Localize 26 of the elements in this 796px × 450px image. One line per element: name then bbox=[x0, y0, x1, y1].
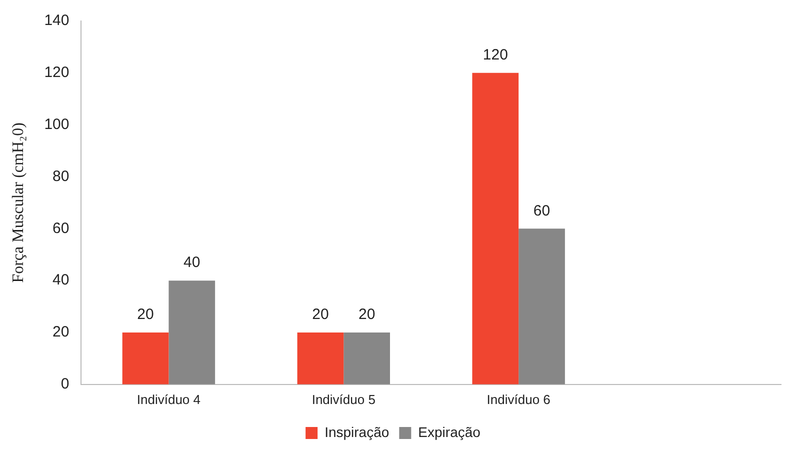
bar bbox=[518, 228, 565, 384]
legend-label: Expiração bbox=[418, 424, 481, 440]
data-label: 20 bbox=[358, 306, 376, 324]
y-tick-label: 80 bbox=[52, 168, 70, 185]
data-label: 120 bbox=[482, 46, 508, 64]
data-label: 20 bbox=[137, 306, 154, 324]
bar bbox=[344, 332, 390, 384]
y-axis-title: Força Muscular (cmH₂0) bbox=[10, 122, 27, 283]
y-tick-label: 100 bbox=[44, 116, 70, 133]
x-tick-label: Indivíduo 6 bbox=[486, 392, 550, 407]
y-tick-label: 0 bbox=[60, 376, 70, 393]
y-tick-label: 60 bbox=[52, 220, 70, 237]
y-tick-label: 120 bbox=[44, 64, 70, 82]
legend-label: Inspiração bbox=[324, 424, 390, 440]
bar bbox=[122, 332, 169, 384]
data-label: 60 bbox=[533, 202, 550, 220]
bar bbox=[168, 280, 216, 384]
bar bbox=[297, 332, 344, 384]
data-label: 40 bbox=[184, 254, 200, 272]
y-tick-label: 20 bbox=[52, 324, 70, 341]
x-tick-label: Indivíduo 4 bbox=[136, 392, 201, 407]
x-tick-label: Indivíduo 5 bbox=[312, 392, 376, 407]
bar bbox=[472, 72, 519, 384]
y-tick-label: 40 bbox=[52, 272, 70, 289]
data-label: 20 bbox=[312, 306, 329, 324]
y-tick-label: 140 bbox=[44, 12, 70, 30]
